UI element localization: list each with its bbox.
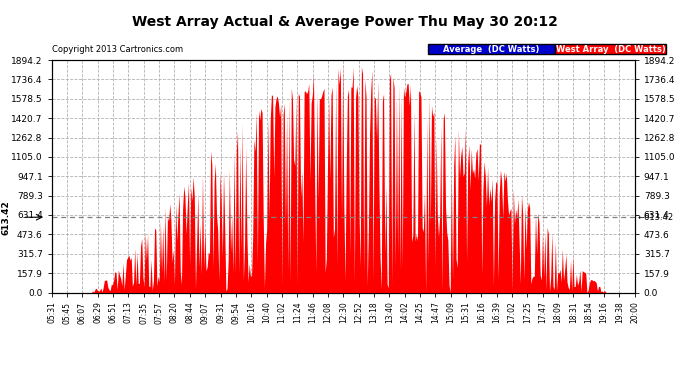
Text: West Array  (DC Watts): West Array (DC Watts): [555, 45, 666, 54]
Text: 613.42: 613.42: [2, 200, 11, 235]
Text: ←613.42: ←613.42: [638, 213, 673, 222]
Text: Average  (DC Watts): Average (DC Watts): [443, 45, 540, 54]
Text: West Array Actual & Average Power Thu May 30 20:12: West Array Actual & Average Power Thu Ma…: [132, 15, 558, 29]
Text: Copyright 2013 Cartronics.com: Copyright 2013 Cartronics.com: [52, 45, 183, 54]
